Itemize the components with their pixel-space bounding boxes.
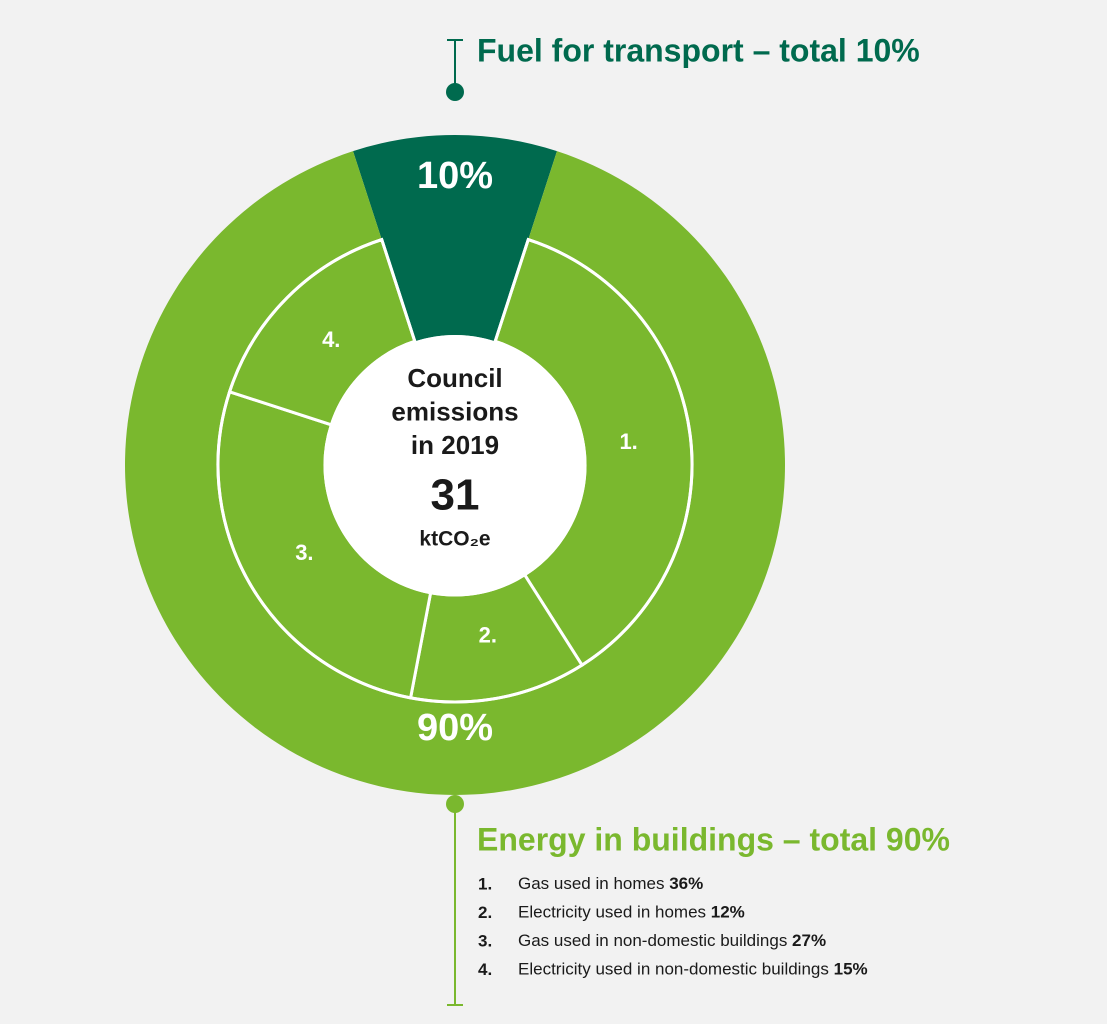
item-value: 12%	[711, 903, 745, 922]
segment-marker: 4.	[322, 327, 340, 352]
segment-marker: 2.	[479, 623, 497, 648]
value-label: 90%	[417, 707, 493, 749]
item-value: 15%	[834, 960, 868, 979]
list-item: Electricity used in homes 12%	[518, 903, 745, 922]
center-total: 31	[431, 471, 480, 520]
center-unit: ktCO₂e	[419, 528, 490, 551]
value-label: 10%	[417, 155, 493, 197]
item-value: 27%	[792, 931, 826, 950]
connector-dot	[446, 83, 464, 101]
list-item: Gas used in non-domestic buildings 27%	[518, 931, 826, 950]
list-marker: 2.	[478, 903, 492, 922]
item-name: Electricity used in homes	[518, 903, 711, 922]
connectors	[446, 39, 464, 1006]
list-marker: 4.	[478, 960, 492, 979]
item-name: Electricity used in non-domestic buildin…	[518, 960, 834, 979]
item-name: Gas used in homes	[518, 874, 669, 893]
center-circle	[325, 335, 585, 595]
list-marker: 1.	[478, 874, 492, 893]
heading: Fuel for transport – total 10%	[477, 32, 920, 68]
center-title: emissions	[391, 396, 518, 426]
center-title: in 2019	[411, 430, 499, 460]
item-name: Gas used in non-domestic buildings	[518, 931, 792, 950]
center-title: Council	[407, 363, 502, 393]
item-value: 36%	[669, 874, 703, 893]
list-marker: 3.	[478, 931, 492, 950]
segment-marker: 1.	[619, 429, 637, 454]
segment-marker: 3.	[295, 540, 313, 565]
list-item: Electricity used in non-domestic buildin…	[518, 960, 868, 979]
list-item: Gas used in homes 36%	[518, 874, 703, 893]
heading: Energy in buildings – total 90%	[477, 821, 950, 857]
segment	[353, 135, 557, 342]
